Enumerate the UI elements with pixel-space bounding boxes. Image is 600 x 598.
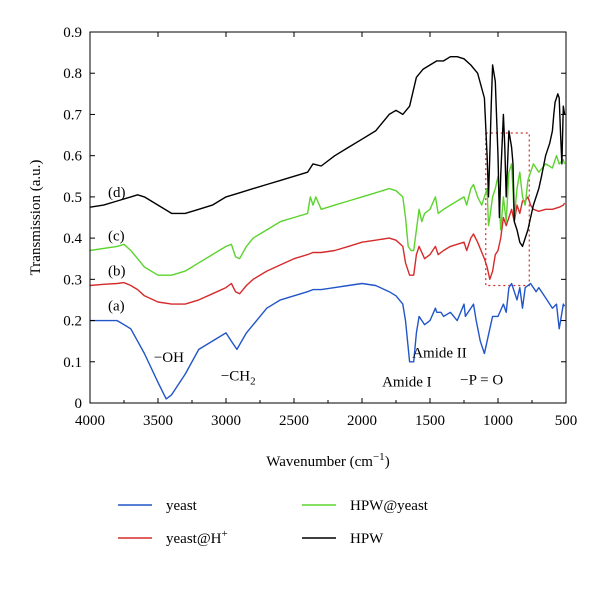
x-tick-label: 3500 [143, 413, 173, 429]
annotation: −CH2 [221, 368, 256, 387]
curve-label: (d) [108, 185, 126, 201]
x-tick-label: 500 [555, 413, 578, 429]
x-tick-label: 1500 [415, 413, 445, 429]
y-tick-label: 0.7 [63, 107, 82, 123]
y-tick-label: 0.4 [63, 231, 82, 247]
y-tick-label: 0.3 [63, 272, 82, 288]
legend-label: yeast@H+ [166, 528, 228, 547]
series-line-hpw-yeast [89, 155, 566, 276]
highlight-box-layer [485, 132, 530, 287]
y-tick-label: 0.8 [63, 66, 82, 82]
y-axis-title: Transmission (a.u.) [28, 160, 44, 276]
axes-layer: 4000 3500 3000 2500 2000 1500 1000 500 0 0.1 0.2 0.… [28, 25, 577, 470]
plot-frame [89, 31, 567, 404]
annotation: −OH [154, 350, 184, 366]
x-tick-label: 2000 [347, 413, 377, 429]
y-tick-label: 0.9 [63, 25, 82, 41]
legend-label: HPW@yeast [350, 498, 429, 514]
x-tick-label: 2500 [279, 413, 309, 429]
labels-layer: (a) (b) (c) (d) −OH −CH2 Amide II Amide I −P = O [108, 185, 503, 390]
x-axis-title: Wavenumber (cm−1) [266, 451, 389, 470]
x-tick-label: 4000 [75, 413, 105, 429]
y-tick-label: 0.1 [63, 355, 82, 371]
x-tick-label: 3000 [211, 413, 241, 429]
series-line-hpw [89, 56, 566, 248]
curve-label: (c) [108, 228, 125, 244]
y-tick-label: 0.5 [63, 190, 82, 206]
annotation: Amide II [412, 346, 467, 362]
highlight-box [485, 132, 530, 287]
annotation: −P = O [460, 372, 503, 388]
y-tick-label: 0.6 [63, 149, 82, 165]
legend-label: HPW [350, 531, 384, 547]
legend: yeast yeast@H+ HPW@yeast HPW [118, 498, 429, 547]
series-line-yeast [90, 282, 566, 400]
y-tick-label: 0.2 [63, 314, 82, 330]
curve-label: (b) [108, 264, 126, 280]
legend-label: yeast [166, 498, 198, 514]
series-line-yeast-h [89, 196, 566, 305]
curve-label: (a) [108, 299, 125, 315]
series-layer [89, 56, 566, 400]
y-tick-label: 0 [75, 396, 83, 412]
annotation: Amide I [382, 375, 432, 391]
x-tick-label: 1000 [483, 413, 513, 429]
